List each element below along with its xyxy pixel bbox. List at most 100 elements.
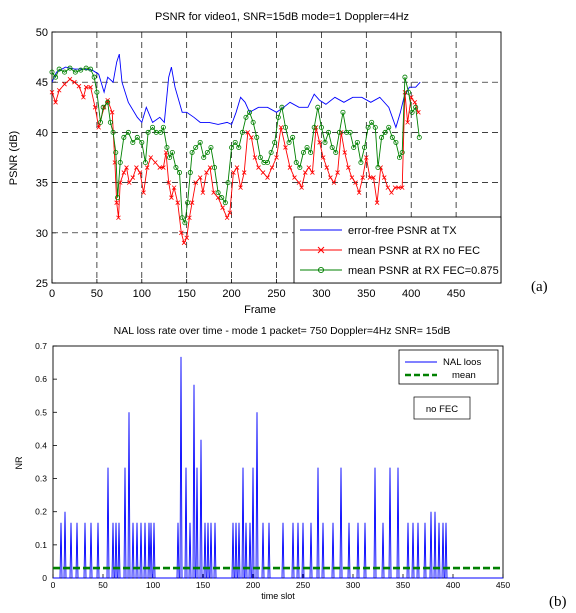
psnr-data-point-o <box>219 195 225 201</box>
psnr-data-point-x <box>260 170 266 175</box>
psnr-data-point-o <box>250 119 256 125</box>
psnr-y-axis-label: PSNR (dB) <box>8 131 20 185</box>
psnr-data-point-x <box>76 83 82 89</box>
psnr-data-point-o <box>372 124 378 130</box>
psnr-data-point-x <box>346 165 351 170</box>
psnr-data-point-o <box>110 129 116 135</box>
psnr-data-point-x <box>256 165 261 170</box>
nal-legend-box <box>398 349 499 385</box>
psnr-data-point-o <box>97 119 103 125</box>
psnr-data-point-o <box>115 195 121 201</box>
psnr-data-point-x <box>287 165 293 170</box>
psnr-data-point-o <box>197 139 203 145</box>
psnr-data-point-x <box>335 170 340 175</box>
psnr-data-point-o <box>409 109 415 115</box>
psnr-data-point-o <box>208 144 214 150</box>
psnr-data-point-o <box>282 124 288 130</box>
psnr-data-point-x <box>265 175 270 180</box>
psnr-series-line-1 <box>51 53 421 129</box>
psnr-data-point-o <box>358 160 364 166</box>
psnr-x-tick-label: 250 <box>267 288 285 300</box>
psnr-data-point-x <box>349 175 355 180</box>
psnr-data-point-x <box>144 165 150 170</box>
panel-label-b: (b) <box>549 594 567 610</box>
psnr-data-point-o <box>399 149 405 155</box>
nal-y-tick-label: 0.4 <box>35 440 47 450</box>
psnr-data-point-x <box>306 165 312 170</box>
psnr-data-point-x <box>215 195 221 200</box>
psnr-data-point-x <box>56 87 62 93</box>
psnr-data-point-x <box>134 165 139 170</box>
psnr-data-point-o <box>145 129 151 135</box>
psnr-data-point-x <box>302 170 308 175</box>
psnr-data-point-o <box>397 154 403 160</box>
psnr-data-point-o <box>416 134 422 140</box>
psnr-data-point-x <box>49 89 55 95</box>
psnr-data-point-x <box>360 175 365 180</box>
psnr-data-point-o <box>229 144 235 150</box>
psnr-data-point-o <box>67 65 73 71</box>
psnr-data-point-x <box>163 150 169 155</box>
psnr-data-point-x <box>252 155 258 160</box>
psnr-data-point-o <box>53 74 59 80</box>
psnr-data-point-x <box>245 130 251 135</box>
psnr-data-point-x <box>396 185 401 190</box>
psnr-data-point-o <box>160 124 166 130</box>
psnr-data-point-o <box>164 144 170 150</box>
psnr-data-point-x <box>179 230 184 236</box>
psnr-ticks: 0 50 100 150 200 250 300 350 400 450 25 30 35 40 45 50 <box>36 27 466 300</box>
psnr-data-point-o <box>113 149 119 155</box>
psnr-y-tick-label: 50 <box>36 27 48 39</box>
psnr-data-point-o <box>201 154 207 160</box>
psnr-data-point-x <box>157 165 163 170</box>
psnr-data-point-o <box>125 129 131 135</box>
psnr-data-point-x <box>381 175 387 180</box>
psnr-data-point-o <box>142 160 148 166</box>
psnr-data-point-o <box>204 149 210 155</box>
psnr-data-point-x <box>367 175 373 180</box>
psnr-data-point-o <box>254 134 260 140</box>
psnr-data-point-o <box>247 109 253 115</box>
psnr-data-point-x <box>385 185 391 190</box>
psnr-x-tick-label: 150 <box>178 288 196 300</box>
nal-x-tick-label: 200 <box>246 580 260 590</box>
psnr-data-point-o <box>105 99 111 105</box>
legend-marker-x <box>317 246 325 254</box>
psnr-data-point-o <box>130 139 136 145</box>
panel-label-a: (a) <box>531 279 548 295</box>
psnr-data-point-o <box>173 165 179 171</box>
psnr-data-point-o <box>311 124 317 130</box>
psnr-data-point-x <box>310 170 315 175</box>
psnr-data-point-x <box>137 170 143 175</box>
psnr-data-point-o <box>336 129 342 135</box>
psnr-y-tick-label: 30 <box>36 228 48 240</box>
psnr-data-point-x <box>269 165 275 170</box>
psnr-data-point-x <box>211 190 216 195</box>
psnr-data-point-x <box>238 185 243 190</box>
psnr-data-point-o <box>329 144 335 150</box>
psnr-data-point-x <box>292 175 297 180</box>
psnr-data-point-x <box>342 150 348 155</box>
psnr-data-point-o <box>62 69 68 75</box>
no-fec-annotation: no FEC <box>426 404 458 415</box>
legend-label-fec: mean PSNR at RX FEC=0.875 <box>348 265 499 277</box>
psnr-chart: PSNR for video1, SNR=15dB mode=1 Doppler… <box>8 11 502 316</box>
nal-y-tick-label: 0.1 <box>35 540 47 550</box>
psnr-data-point-x <box>371 175 376 180</box>
nal-x-tick-label: 250 <box>296 580 310 590</box>
psnr-data-point-o <box>351 144 357 150</box>
psnr-data-point-x <box>374 200 380 205</box>
psnr-data-point-o <box>189 149 195 155</box>
psnr-data-point-x <box>124 165 129 170</box>
psnr-y-tick-label: 40 <box>36 127 48 139</box>
psnr-x-axis-label: Frame <box>244 304 276 316</box>
psnr-data-point-x <box>72 79 77 85</box>
psnr-data-point-x <box>405 120 410 125</box>
psnr-data-point-x <box>130 175 136 180</box>
psnr-data-point-o <box>290 134 296 140</box>
psnr-data-point-x <box>141 190 146 195</box>
psnr-data-point-o <box>187 170 193 176</box>
psnr-x-tick-label: 450 <box>447 288 465 300</box>
psnr-data-point-x <box>88 84 93 90</box>
psnr-data-point-o <box>333 149 339 155</box>
